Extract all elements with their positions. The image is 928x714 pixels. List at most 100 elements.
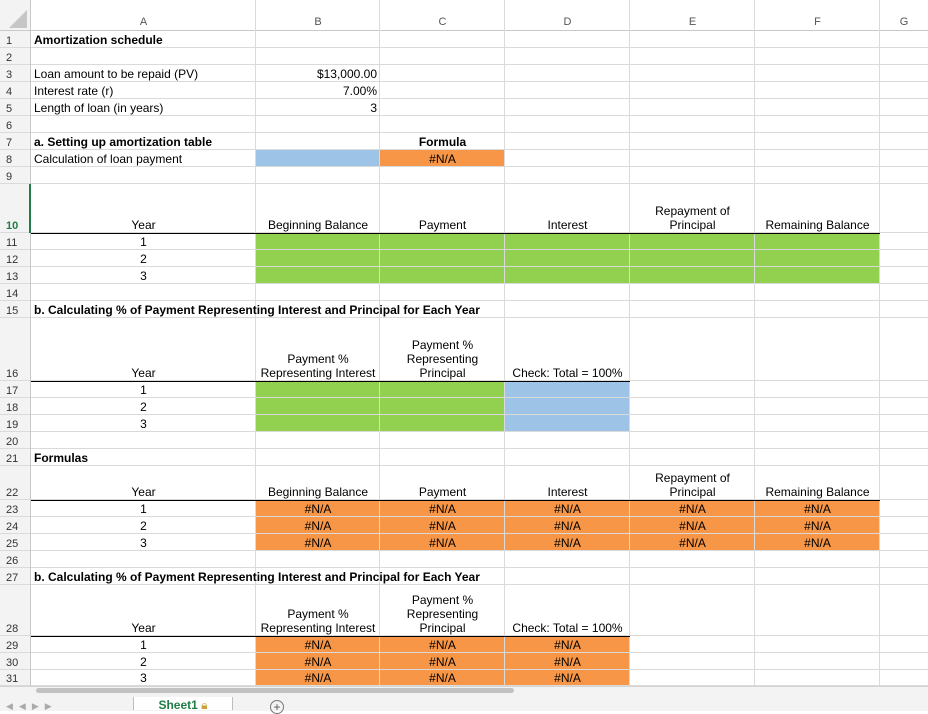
table2-formula-cell[interactable]: #N/A xyxy=(679,502,706,516)
years-value[interactable]: 3 xyxy=(370,101,377,115)
table2-formula-cell[interactable]: #N/A xyxy=(429,536,456,550)
active-row-indicator xyxy=(29,184,31,233)
row-gridline xyxy=(0,516,928,517)
column-header-d[interactable]: D xyxy=(505,0,630,31)
section-b2-formula-cell[interactable]: #N/A xyxy=(429,638,456,652)
row-header-15[interactable]: 15 xyxy=(6,305,19,317)
pv-label: Loan amount to be repaid (PV) xyxy=(34,67,199,81)
amortization-formula-range[interactable] xyxy=(256,500,880,551)
row-header-2[interactable]: 2 xyxy=(6,52,13,64)
row-header-28[interactable]: 28 xyxy=(6,623,19,635)
section-b-pct-principal-line2: Representing xyxy=(406,352,479,366)
row-gridline xyxy=(0,685,928,686)
row-header-25[interactable]: 25 xyxy=(6,538,19,550)
row-header-21[interactable]: 21 xyxy=(6,453,19,465)
percentage-formula-range[interactable] xyxy=(256,636,630,686)
column-header-f[interactable]: F xyxy=(755,0,880,31)
row-header-29[interactable]: 29 xyxy=(6,640,19,652)
row-header-1[interactable]: 1 xyxy=(6,35,13,47)
row-gridline xyxy=(0,149,928,150)
section-b2-formula-cell[interactable]: #N/A xyxy=(429,655,456,669)
row-header-12[interactable]: 12 xyxy=(6,254,19,266)
row-header-22[interactable]: 22 xyxy=(6,487,19,499)
check-input-range[interactable] xyxy=(505,381,630,432)
loan-payment-formula[interactable]: #N/A xyxy=(429,152,456,166)
table2-formula-cell[interactable]: #N/A xyxy=(304,536,332,550)
percentage-input-range[interactable] xyxy=(256,381,505,432)
section-b2-formula-cell[interactable]: #N/A xyxy=(304,671,332,685)
select-all-corner[interactable] xyxy=(0,0,31,31)
lock-icon: 🔒︎ xyxy=(201,698,208,710)
column-header-c[interactable]: C xyxy=(380,0,505,31)
section-b2-formula-cell[interactable]: #N/A xyxy=(554,638,581,652)
row-header-20[interactable]: 20 xyxy=(6,436,19,448)
row-gridline xyxy=(0,652,928,653)
table2-formula-cell[interactable]: #N/A xyxy=(804,502,831,516)
row-gridline xyxy=(0,465,928,466)
table2-formula-cell[interactable]: #N/A xyxy=(429,502,456,516)
section-b-pct-principal-line1: Payment % xyxy=(411,338,474,352)
table2-formula-cell[interactable]: #N/A xyxy=(429,519,456,533)
row-header-8[interactable]: 8 xyxy=(6,154,13,166)
row-header-26[interactable]: 26 xyxy=(6,555,19,567)
row-header-3[interactable]: 3 xyxy=(6,69,13,81)
pv-value[interactable]: $13,000.00 xyxy=(316,67,377,81)
section-b2-formula-cell[interactable]: #N/A xyxy=(554,655,581,669)
rate-value[interactable]: 7.00% xyxy=(342,84,377,98)
amortization-input-range[interactable] xyxy=(256,233,880,284)
row-header-13[interactable]: 13 xyxy=(6,271,19,283)
section-b-year-1: 1 xyxy=(140,383,147,397)
table1-repayment-header: Repayment of Principal xyxy=(630,200,755,233)
table1-repayment-line1: Repayment of xyxy=(655,204,730,218)
row-header-10[interactable]: 10 xyxy=(6,220,19,232)
section-b2-formula-cell[interactable]: #N/A xyxy=(304,655,332,669)
section-b2-year-2: 2 xyxy=(140,655,147,669)
row-header-4[interactable]: 4 xyxy=(6,86,13,98)
row-header-9[interactable]: 9 xyxy=(6,171,13,183)
table2-formula-cell[interactable]: #N/A xyxy=(554,536,581,550)
table2-formula-cell[interactable]: #N/A xyxy=(804,536,831,550)
row-header-7[interactable]: 7 xyxy=(6,137,13,149)
table2-formula-cell[interactable]: #N/A xyxy=(804,519,831,533)
row-header-31[interactable]: 31 xyxy=(6,673,19,685)
row-gridline xyxy=(0,283,928,284)
section-b2-formula-cell[interactable]: #N/A xyxy=(554,671,581,685)
row-gridline xyxy=(0,448,928,449)
sheet-tab-sheet1[interactable]: Sheet1 🔒︎ xyxy=(133,697,233,710)
row-header-27[interactable]: 27 xyxy=(6,572,19,584)
section-b2-formula-cell[interactable]: #N/A xyxy=(429,671,456,685)
row-header-11[interactable]: 11 xyxy=(6,237,18,249)
table2-formula-cell[interactable]: #N/A xyxy=(304,502,332,516)
column-header-e[interactable]: E xyxy=(630,0,755,31)
row-header-19[interactable]: 19 xyxy=(6,419,19,431)
row-header-18[interactable]: 18 xyxy=(6,402,19,414)
add-sheet-button[interactable]: + xyxy=(270,700,284,714)
table2-formula-cell[interactable]: #N/A xyxy=(554,519,581,533)
column-header-b[interactable]: B xyxy=(256,0,380,31)
row-header-24[interactable]: 24 xyxy=(6,521,19,533)
row-header-17[interactable]: 17 xyxy=(6,385,19,397)
table2-header-underline xyxy=(31,500,880,501)
section-b2-formula-cell[interactable]: #N/A xyxy=(304,638,332,652)
row-header-14[interactable]: 14 xyxy=(6,288,19,300)
row-header-23[interactable]: 23 xyxy=(6,504,19,516)
column-gridline xyxy=(629,0,630,686)
table2-formula-cell[interactable]: #N/A xyxy=(304,519,332,533)
row-header-30[interactable]: 30 xyxy=(6,657,19,669)
select-all-triangle-icon xyxy=(9,10,27,28)
row-header-6[interactable]: 6 xyxy=(6,120,13,132)
table2-formula-cell[interactable]: #N/A xyxy=(679,519,706,533)
column-header-g[interactable]: G xyxy=(880,0,928,31)
loan-payment-input-cell[interactable] xyxy=(256,150,380,167)
sheet-nav-arrows-icon[interactable]: ◀◀▶▶ xyxy=(6,701,58,711)
horizontal-scrollbar-thumb[interactable] xyxy=(36,688,514,693)
loan-payment-formula-cell[interactable] xyxy=(380,150,505,167)
table2-year-3: 3 xyxy=(140,536,147,550)
row-header-5[interactable]: 5 xyxy=(6,103,13,115)
table2-formula-cell[interactable]: #N/A xyxy=(554,502,581,516)
column-header-a[interactable]: A xyxy=(31,0,256,31)
table2-formula-cell[interactable]: #N/A xyxy=(679,536,706,550)
column-gridline xyxy=(379,0,380,686)
row-header-16[interactable]: 16 xyxy=(6,368,19,380)
